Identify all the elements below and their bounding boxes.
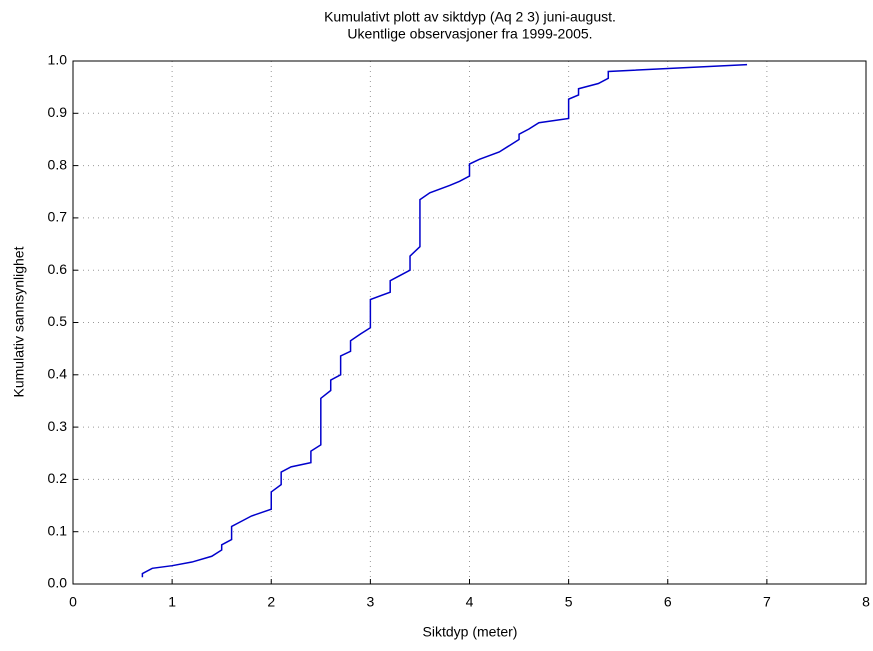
y-tick-label: 0.7 bbox=[48, 209, 68, 225]
y-tick-label: 0.0 bbox=[48, 575, 68, 591]
x-tick-label: 5 bbox=[565, 594, 573, 610]
y-tick-label: 0.3 bbox=[48, 418, 68, 434]
x-tick-label: 0 bbox=[69, 594, 77, 610]
x-tick-label: 1 bbox=[168, 594, 176, 610]
y-tick-label: 0.6 bbox=[48, 261, 68, 277]
x-tick-label: 2 bbox=[267, 594, 275, 610]
y-tick-label: 0.8 bbox=[48, 156, 68, 172]
x-tick-label: 3 bbox=[366, 594, 374, 610]
y-tick-label: 0.9 bbox=[48, 104, 68, 120]
data-line bbox=[141, 63, 748, 578]
chart-title: Kumulativt plott av siktdyp (Aq 2 3) jun… bbox=[324, 9, 616, 25]
y-tick-label: 1.0 bbox=[48, 52, 68, 68]
y-axis-label: Kumulativ sannsynlighet bbox=[11, 246, 27, 397]
x-tick-label: 8 bbox=[862, 594, 870, 610]
y-tick-label: 0.4 bbox=[48, 366, 68, 382]
plot-frame bbox=[72, 60, 867, 585]
y-tick-label: 0.2 bbox=[48, 470, 68, 486]
y-tick-label: 0.5 bbox=[48, 313, 68, 329]
chart-subtitle: Ukentlige observasjoner fra 1999-2005. bbox=[347, 26, 592, 42]
x-tick-label: 7 bbox=[763, 594, 771, 610]
x-tick-label: 6 bbox=[664, 594, 672, 610]
x-tick-label: 4 bbox=[466, 594, 474, 610]
x-axis-label: Siktdyp (meter) bbox=[423, 624, 518, 640]
y-tick-label: 0.1 bbox=[48, 522, 68, 538]
